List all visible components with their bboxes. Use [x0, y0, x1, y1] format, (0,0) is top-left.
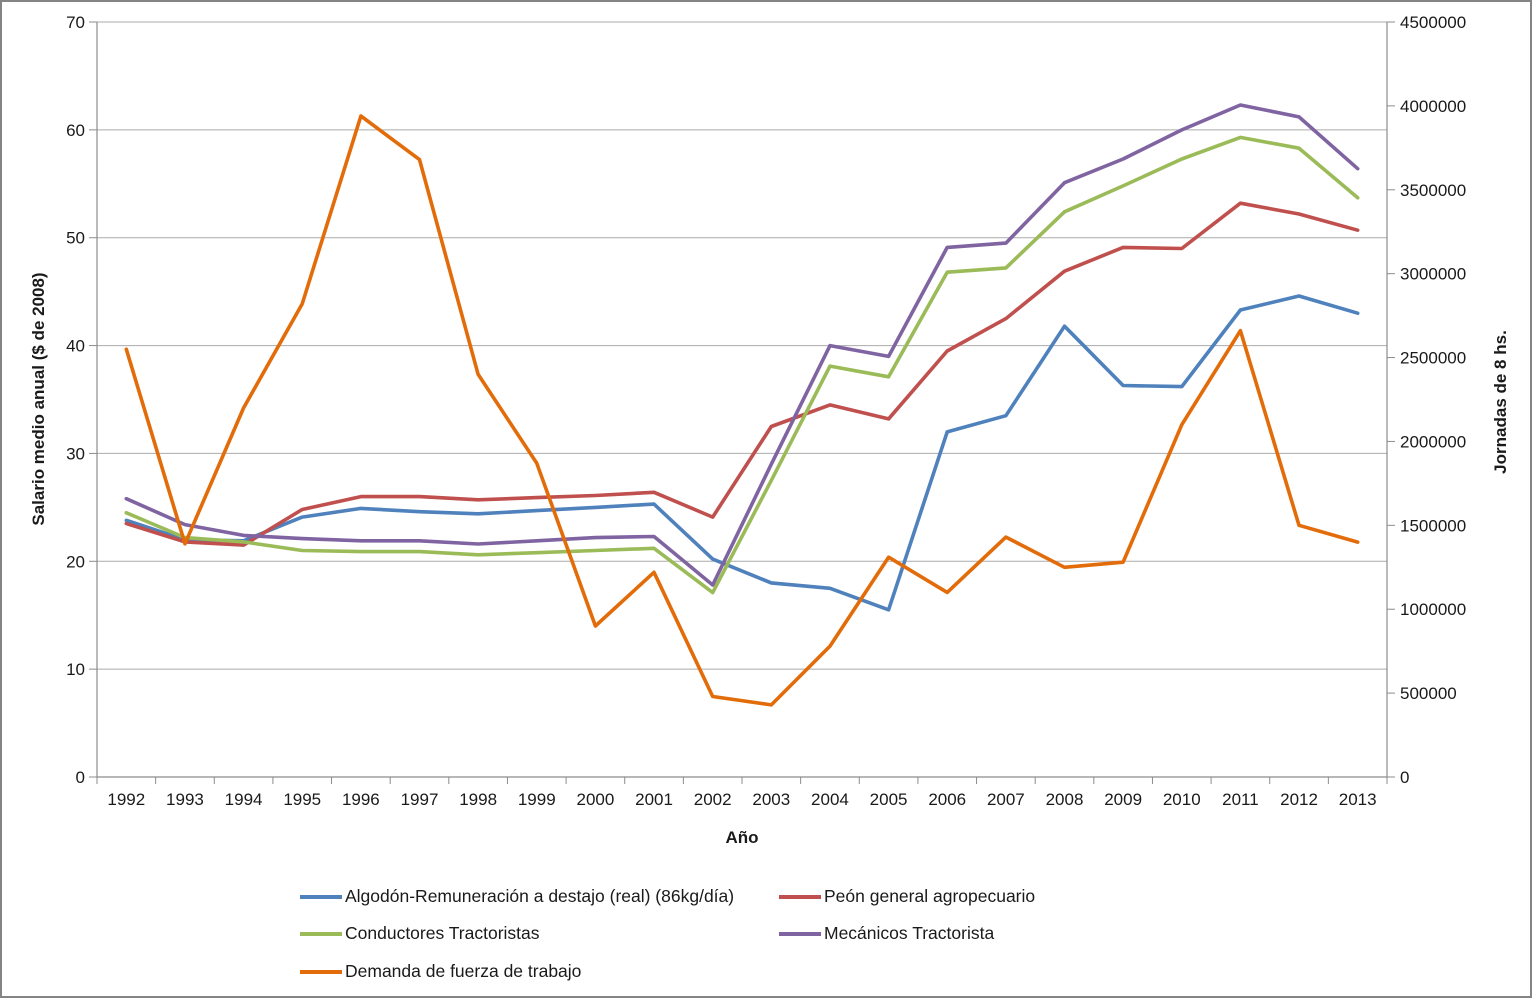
legend-line-swatch [300, 931, 342, 936]
left-axis-tick-label: 70 [66, 13, 85, 32]
x-axis-tick-label: 2010 [1163, 790, 1201, 809]
x-axis-tick-label: 2007 [987, 790, 1025, 809]
legend-item-conductores: Conductores Tractoristas [300, 923, 540, 944]
x-axis-tick-label: 2001 [635, 790, 673, 809]
x-axis-tick-label: 2005 [870, 790, 908, 809]
x-axis-tick-label: 1995 [283, 790, 321, 809]
left-axis-tick-label: 40 [66, 337, 85, 356]
left-axis-tick-label: 30 [66, 444, 85, 463]
x-axis-tick-label: 2013 [1339, 790, 1377, 809]
x-axis-tick-label: 2002 [694, 790, 732, 809]
right-axis-tick-label: 0 [1400, 768, 1409, 787]
right-axis-tick-label: 500000 [1400, 684, 1457, 703]
x-axis-tick-label: 2012 [1280, 790, 1318, 809]
legend-label: Demanda de fuerza de trabajo [345, 961, 582, 981]
legend-item-peon: Peón general agropecuario [779, 886, 1035, 907]
series-line-1 [124, 201, 1360, 547]
left-axis-tick-label: 50 [66, 229, 85, 248]
legend-line-swatch [300, 969, 342, 974]
x-axis-tick-label: 2000 [576, 790, 614, 809]
legend-line-swatch [779, 931, 821, 936]
x-axis-tick-label: 2009 [1104, 790, 1142, 809]
x-axis-tick-label: 1992 [107, 790, 145, 809]
right-axis-tick-label: 3500000 [1400, 181, 1466, 200]
x-axis-tick-label: 2003 [752, 790, 790, 809]
right-axis-tick-label: 1000000 [1400, 600, 1466, 619]
legend-line-swatch [779, 894, 821, 899]
legend-label: Mecánicos Tractorista [824, 923, 995, 943]
legend-line-swatch [300, 894, 342, 899]
right-axis-tick-label: 1500000 [1400, 516, 1466, 535]
legend-item-mecanicos: Mecánicos Tractorista [779, 923, 994, 944]
x-axis-title: Año [725, 828, 759, 847]
x-axis-tick-label: 1996 [342, 790, 380, 809]
right-axis-tick-label: 3000000 [1400, 265, 1466, 284]
left-axis-tick-label: 60 [66, 121, 85, 140]
left-axis-tick-label: 20 [66, 552, 85, 571]
right-axis-tick-label: 2500000 [1400, 349, 1466, 368]
x-axis-tick-label: 1999 [518, 790, 556, 809]
x-axis-tick-label: 1998 [459, 790, 497, 809]
right-axis-tick-label: 2000000 [1400, 432, 1466, 451]
x-axis-tick-label: 2008 [1046, 790, 1084, 809]
left-axis-tick-label: 10 [66, 660, 85, 679]
x-axis-tick-label: 1993 [166, 790, 204, 809]
legend-item-algodon: Algodón-Remuneración a destajo (real) (8… [300, 886, 734, 907]
series-line-0 [124, 294, 1360, 612]
legend-label: Algodón-Remuneración a destajo (real) (8… [345, 886, 735, 906]
right-axis-tick-label: 4500000 [1400, 13, 1466, 32]
series-line-2 [124, 135, 1360, 595]
x-axis-tick-label: 2004 [811, 790, 849, 809]
right-axis-title: Jornadas de 8 hs. [1491, 330, 1510, 474]
x-axis-tick-label: 1994 [225, 790, 263, 809]
x-axis-tick-label: 2006 [928, 790, 966, 809]
legend-label: Conductores Tractoristas [345, 923, 540, 943]
right-axis-tick-label: 4000000 [1400, 97, 1466, 116]
series-line-3 [124, 103, 1360, 587]
left-axis-tick-label: 0 [76, 768, 85, 787]
legend-item-demanda: Demanda de fuerza de trabajo [300, 961, 581, 982]
x-axis-tick-label: 2011 [1222, 790, 1259, 809]
legend-label: Peón general agropecuario [824, 886, 1036, 906]
series-line-4 [124, 114, 1360, 707]
left-axis-title: Salario medio anual ($ de 2008) [29, 272, 48, 526]
x-axis-tick-label: 1997 [401, 790, 439, 809]
